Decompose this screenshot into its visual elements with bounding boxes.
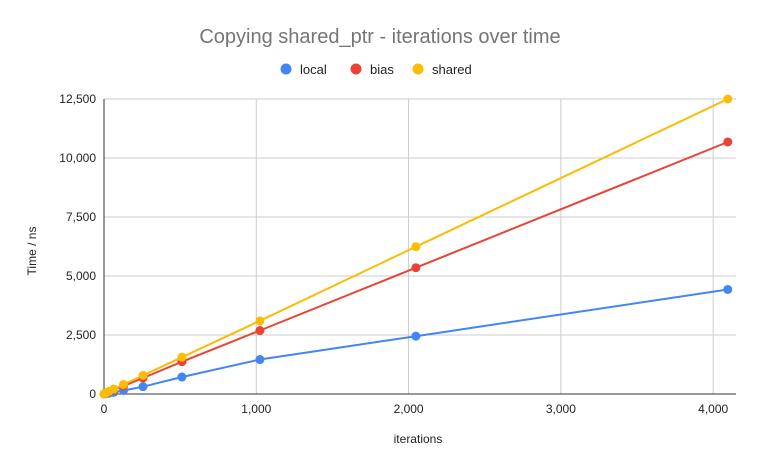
data-point-local [177, 372, 187, 382]
tick-labels: 0 2,500 5,000 7,500 10,000 12,500 0 1,000 2,000 3… [59, 92, 728, 416]
legend: local bias shared [280, 62, 472, 77]
y-tick-label: 5,000 [66, 269, 96, 283]
x-tick-label: 2,000 [394, 402, 424, 416]
data-point-shared [118, 380, 128, 390]
data-point-local [255, 355, 265, 365]
data-point-local [411, 331, 421, 341]
data-point-bias [255, 326, 265, 336]
x-tick-label: 1,000 [241, 402, 271, 416]
series-bias [99, 137, 733, 399]
y-tick-label: 2,500 [66, 328, 96, 342]
data-point-bias [411, 263, 421, 273]
y-tick-label: 7,500 [66, 210, 96, 224]
y-tick-label: 12,500 [59, 92, 96, 106]
data-point-local [138, 382, 148, 392]
data-point-shared [177, 352, 187, 362]
series-line-local [103, 288, 728, 395]
data-point-local [723, 284, 733, 294]
data-point-shared [411, 242, 421, 252]
legend-item-bias: bias [350, 62, 394, 77]
data-point-shared [138, 370, 148, 380]
x-tick-label: 0 [101, 402, 108, 416]
data-point-shared [109, 384, 119, 394]
x-tick-label: 4,000 [698, 402, 728, 416]
x-axis-label: iterations [394, 432, 443, 446]
data-point-bias [723, 137, 733, 147]
legend-item-shared: shared [412, 62, 472, 77]
legend-label: shared [432, 62, 472, 77]
legend-item-local: local [280, 62, 327, 77]
gridlines [104, 98, 736, 394]
legend-label: local [300, 62, 327, 77]
chart-title: Copying shared_ptr - iterations over tim… [199, 26, 560, 48]
legend-marker [280, 63, 292, 75]
legend-marker [412, 63, 424, 75]
y-tick-label: 10,000 [59, 151, 96, 165]
legend-marker [350, 63, 362, 75]
legend-label: bias [370, 62, 394, 77]
x-tick-label: 3,000 [546, 402, 576, 416]
series-shared [99, 94, 733, 399]
y-tick-label: 0 [89, 387, 96, 401]
data-point-shared [723, 94, 733, 104]
data-point-shared [255, 316, 265, 326]
series-local [99, 284, 733, 399]
axes [103, 99, 736, 395]
series [99, 94, 733, 399]
y-axis-label: Time / ns [25, 227, 39, 276]
